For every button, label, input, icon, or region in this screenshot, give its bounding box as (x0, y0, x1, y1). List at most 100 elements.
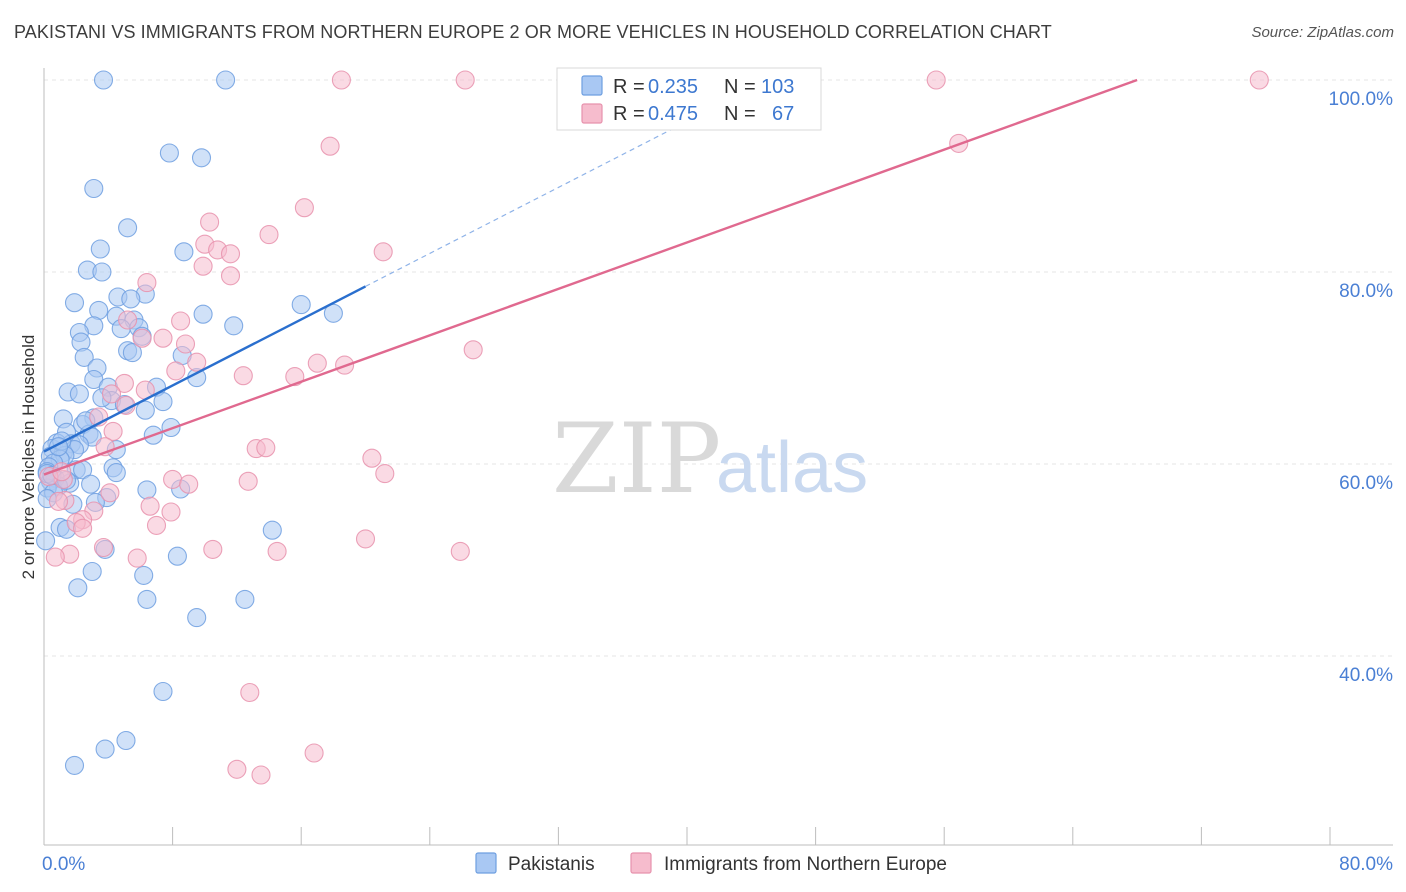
point-northern-europe (455, 70, 475, 90)
point-pakistanis (64, 755, 85, 775)
point-northern-europe (251, 765, 271, 785)
point-northern-europe (132, 328, 152, 348)
point-northern-europe (153, 328, 173, 348)
point-northern-europe (256, 438, 276, 458)
point-pakistanis (64, 293, 85, 313)
point-northern-europe (193, 256, 213, 276)
point-northern-europe (294, 198, 314, 218)
point-pakistanis (224, 316, 244, 336)
point-northern-europe (114, 373, 134, 393)
point-pakistanis (93, 70, 114, 90)
point-pakistanis (137, 589, 157, 609)
point-northern-europe (100, 483, 120, 503)
point-pakistanis (191, 148, 212, 168)
point-pakistanis (36, 531, 56, 551)
point-northern-europe (373, 242, 393, 262)
tick-labels: 40.0% 60.0% 80.0% 100.0% 0.0% 80.0% (42, 89, 1393, 875)
point-northern-europe (203, 539, 223, 559)
point-northern-europe (285, 367, 305, 387)
series-legend: Pakistanis Immigrants from Northern Euro… (475, 852, 947, 875)
point-pakistanis (121, 289, 141, 309)
axes (43, 68, 1393, 846)
legend-r-value-2: 0.475 (648, 103, 698, 125)
point-pakistanis (134, 565, 154, 585)
bottom-legend-swatch-pakistanis (475, 852, 497, 874)
point-northern-europe (304, 743, 324, 763)
point-pakistanis (106, 463, 126, 483)
legend-r-value-1: 0.235 (648, 76, 698, 98)
point-pakistanis (84, 178, 104, 199)
point-pakistanis (95, 739, 115, 759)
point-northern-europe (175, 334, 196, 354)
point-northern-europe (362, 448, 382, 468)
point-pakistanis (153, 392, 173, 412)
y-tick-label: 100.0% (1329, 89, 1394, 110)
point-pakistanis (187, 608, 207, 628)
point-northern-europe (179, 474, 199, 494)
point-northern-europe (101, 384, 122, 404)
point-northern-europe (233, 366, 253, 386)
legend-r-label-2: R = (613, 103, 645, 125)
point-pakistanis (193, 304, 213, 324)
legend-swatch-pakistanis (581, 75, 603, 96)
point-northern-europe (118, 310, 138, 330)
y-tick-label: 60.0% (1339, 473, 1393, 494)
watermark-zip: ZIP (552, 403, 721, 515)
point-pakistanis (174, 242, 194, 262)
point-northern-europe (227, 759, 247, 779)
point-northern-europe (73, 518, 93, 538)
point-pakistanis (137, 480, 157, 500)
legend-n-label-2: N = (724, 103, 756, 125)
point-northern-europe (1249, 70, 1269, 90)
chart-title: PAKISTANI VS IMMIGRANTS FROM NORTHERN EU… (14, 22, 1052, 42)
point-pakistanis (122, 343, 142, 363)
point-pakistanis (68, 578, 88, 598)
point-northern-europe (200, 212, 220, 232)
legend-n-value-1: 103 (761, 76, 794, 98)
trend-line-pakistanis-extension (365, 104, 720, 287)
point-northern-europe (240, 682, 260, 703)
point-northern-europe (355, 529, 376, 549)
point-pakistanis (81, 474, 101, 494)
point-pakistanis (323, 303, 343, 323)
stats-legend: R = 0.235 N = 103 R = 0.475 N = 67 (556, 67, 822, 131)
point-northern-europe (220, 244, 241, 264)
point-pakistanis (291, 295, 311, 315)
point-northern-europe (137, 273, 157, 293)
point-northern-europe (320, 136, 340, 156)
point-pakistanis (235, 589, 255, 609)
point-pakistanis (90, 239, 110, 259)
point-northern-europe (103, 421, 123, 441)
y-tick-label: 40.0% (1339, 665, 1393, 686)
point-northern-europe (450, 541, 470, 561)
point-pakistanis (74, 347, 94, 367)
point-northern-europe (926, 70, 946, 90)
point-northern-europe (220, 266, 241, 286)
point-pakistanis (116, 730, 136, 751)
point-northern-europe (146, 515, 167, 535)
point-northern-europe (45, 547, 65, 567)
x-tick-label: 80.0% (1339, 854, 1393, 875)
y-axis-label: 2 or more Vehicles in Household (19, 335, 38, 580)
point-pakistanis (167, 546, 187, 566)
point-northern-europe (171, 311, 191, 331)
point-northern-europe (127, 548, 147, 568)
point-pakistanis (216, 70, 236, 90)
bottom-legend-swatch-northern-europe (630, 852, 652, 874)
point-northern-europe (93, 537, 114, 558)
point-northern-europe (140, 496, 160, 516)
point-northern-europe (48, 491, 69, 511)
point-northern-europe (259, 225, 279, 245)
legend-swatch-northern-europe (581, 103, 603, 124)
legend-r-label-1: R = (613, 76, 645, 98)
y-tick-label: 80.0% (1339, 281, 1393, 302)
point-pakistanis (153, 681, 173, 702)
point-pakistanis (92, 262, 112, 282)
chart-source: Source: ZipAtlas.com (1251, 24, 1394, 41)
point-northern-europe (463, 340, 483, 360)
point-pakistanis (135, 400, 155, 420)
trend-line-pakistanis (43, 285, 367, 453)
point-northern-europe (187, 352, 207, 372)
trend-lines (43, 78, 1138, 476)
x-tick-label: 0.0% (42, 854, 85, 875)
